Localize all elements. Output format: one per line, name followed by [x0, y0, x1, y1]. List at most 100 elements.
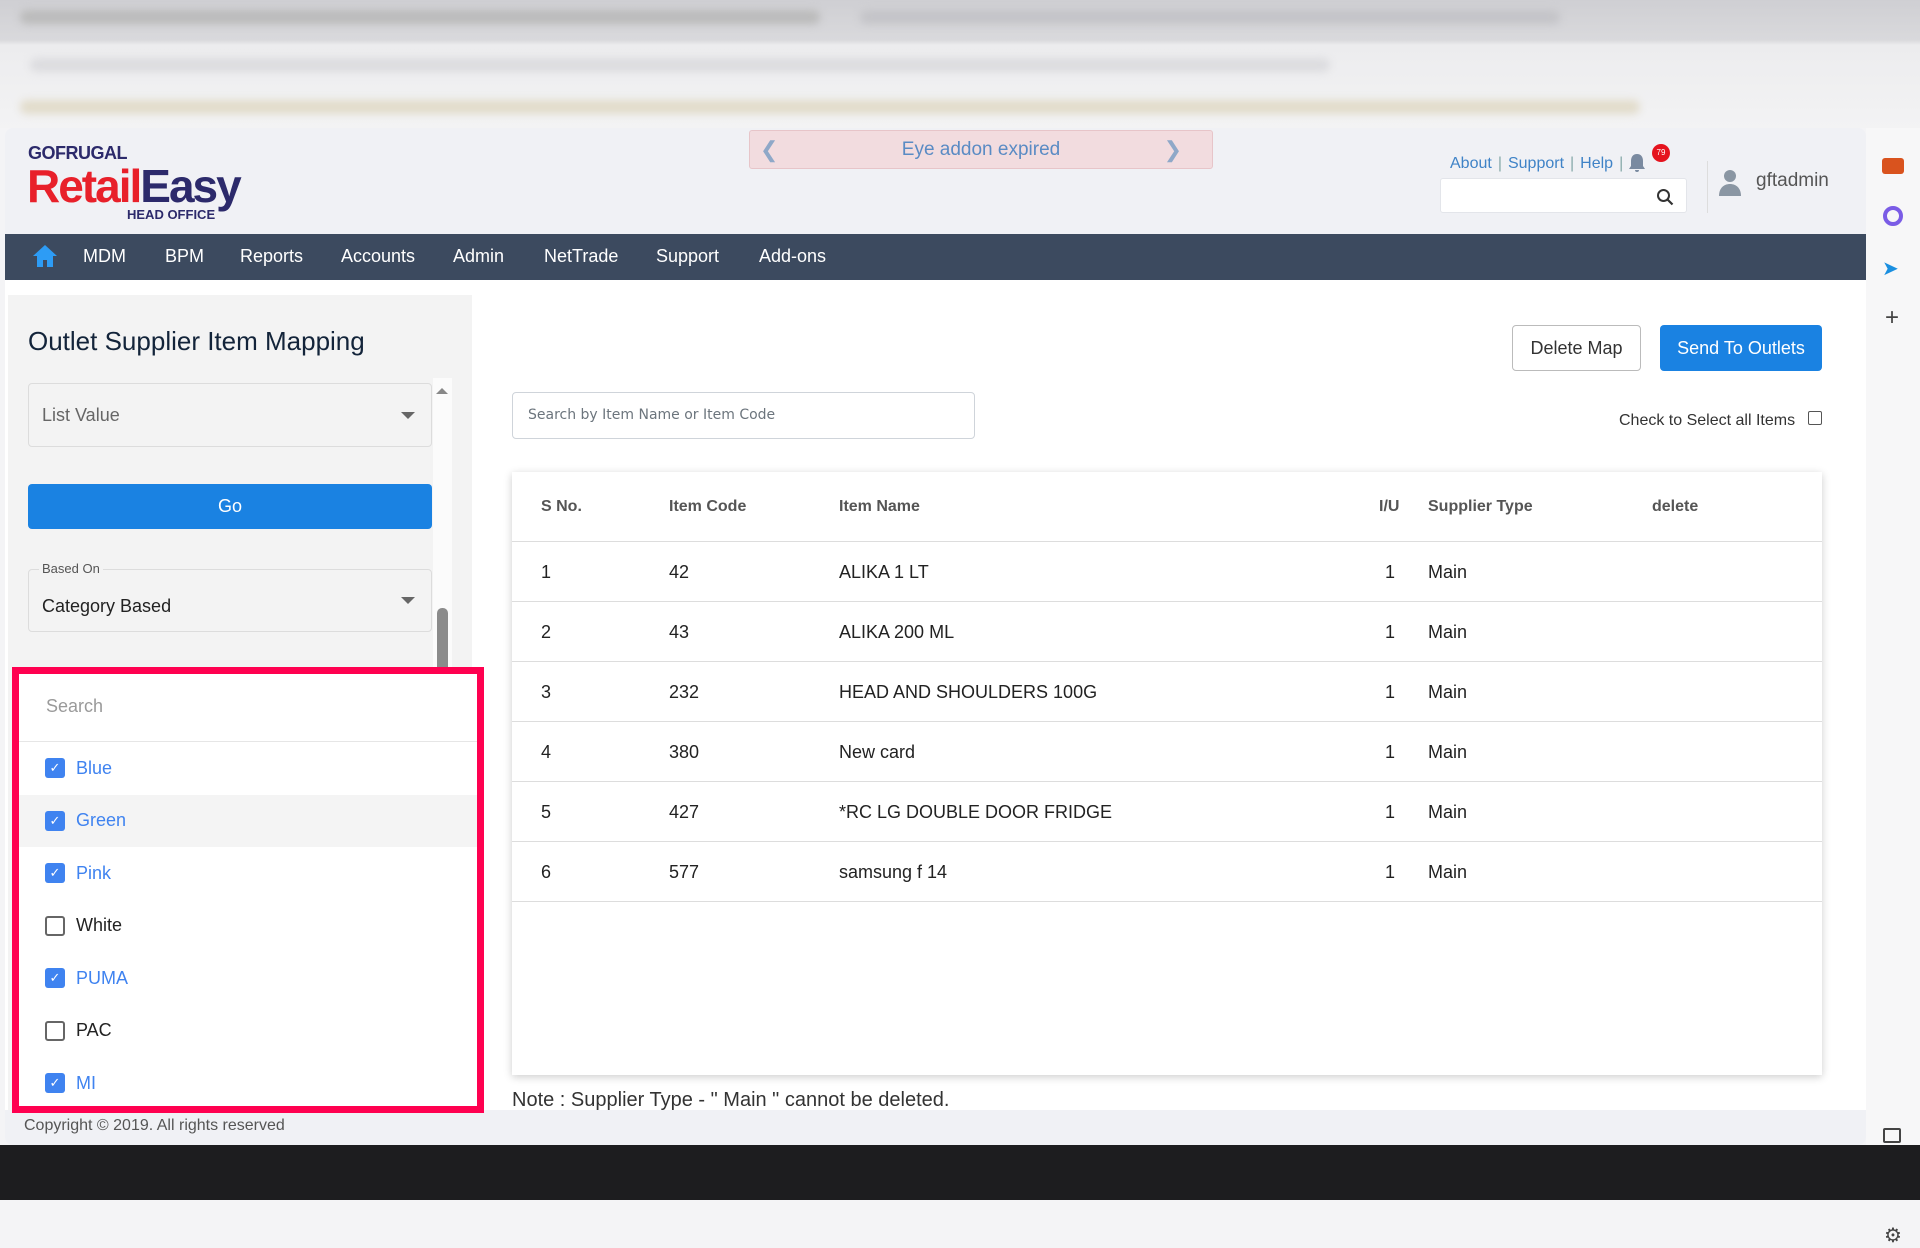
checkbox-unchecked[interactable]: [45, 915, 65, 936]
search-icon[interactable]: [1656, 188, 1674, 206]
table-cell: 380: [669, 742, 700, 762]
nav-bpm[interactable]: BPM: [165, 246, 205, 266]
list-value-text: List Value: [42, 405, 120, 425]
based-on-value: Category Based: [42, 596, 172, 616]
table-header: S No. Item Code Item Name I/U Supplier T…: [512, 472, 1822, 542]
username[interactable]: gftadmin: [1756, 170, 1829, 191]
table-cell: 6: [541, 862, 552, 882]
table-cell: HEAD AND SHOULDERS 100G: [839, 682, 1098, 702]
nav-reports[interactable]: Reports: [240, 246, 304, 266]
note-text: Note : Supplier Type - " Main " cannot b…: [512, 1089, 950, 1111]
banner-prev-icon[interactable]: ❮: [760, 137, 779, 162]
logo-retail: Retail: [27, 160, 142, 212]
checkbox-checked[interactable]: ✓: [45, 863, 65, 884]
nav-nettrade[interactable]: NetTrade: [544, 246, 619, 266]
panel-scrollbar[interactable]: [433, 378, 452, 678]
send-icon[interactable]: ➤: [1882, 258, 1899, 280]
delete-map-button[interactable]: Delete Map: [1512, 325, 1641, 371]
logo-easy: Easy: [140, 160, 241, 212]
chevron-down-icon: [401, 597, 415, 604]
scroll-thumb[interactable]: [437, 608, 448, 678]
about-link[interactable]: About: [1450, 155, 1492, 172]
checkbox-checked[interactable]: ✓: [45, 810, 65, 831]
send-to-outlets-button[interactable]: Send To Outlets: [1660, 325, 1822, 371]
toolbox-icon[interactable]: [1882, 158, 1904, 174]
settings-icon[interactable]: ⚙: [1884, 1225, 1902, 1247]
based-on-label: Based On: [39, 561, 103, 576]
table-cell: New card: [839, 742, 916, 762]
table-row[interactable]: 5 427 *RC LG DOUBLE DOOR FRIDGE 1 Main: [512, 782, 1822, 842]
table-cell: 1: [1385, 622, 1396, 642]
col-item-name: Item Name: [839, 498, 920, 515]
dropdown-option[interactable]: White: [19, 900, 477, 953]
add-icon[interactable]: +: [1885, 304, 1900, 331]
nav-support[interactable]: Support: [656, 246, 720, 266]
table-row[interactable]: 4 380 New card 1 Main: [512, 722, 1822, 782]
option-label: PUMA: [76, 967, 129, 988]
sidebar-toggle-icon[interactable]: [1883, 1128, 1901, 1143]
banner-next-icon[interactable]: ❯: [1163, 137, 1182, 162]
copilot-icon[interactable]: [1883, 206, 1903, 226]
table-cell: 1: [1385, 562, 1396, 582]
banner-text: Eye addon expired: [901, 139, 1061, 160]
option-label: Pink: [76, 862, 112, 883]
table-cell: ALIKA 200 ML: [839, 622, 955, 642]
table-cell: 1: [1385, 862, 1396, 882]
help-link[interactable]: Help: [1580, 155, 1614, 172]
checkbox-checked[interactable]: ✓: [45, 968, 65, 989]
table-cell: 43: [669, 622, 690, 642]
items-table: S No. Item Code Item Name I/U Supplier T…: [512, 472, 1822, 1075]
main-nav: MDM BPM Reports Accounts Admin NetTrade …: [5, 234, 1866, 280]
table-cell: samsung f 14: [839, 862, 948, 882]
list-value-select[interactable]: List Value: [28, 383, 432, 447]
nav-admin[interactable]: Admin: [453, 246, 505, 266]
table-row[interactable]: 6 577 samsung f 14 1 Main: [512, 842, 1822, 902]
option-label: Green: [76, 810, 127, 831]
dropdown-option[interactable]: PAC: [19, 1005, 477, 1058]
nav-accounts[interactable]: Accounts: [341, 246, 416, 266]
nav-addons[interactable]: Add-ons: [759, 246, 827, 266]
dropdown-option[interactable]: ✓ Pink: [19, 847, 477, 900]
table-row[interactable]: 2 43 ALIKA 200 ML 1 Main: [512, 602, 1822, 662]
home-icon[interactable]: [32, 244, 58, 268]
option-label: White: [76, 915, 123, 936]
col-iu: I/U: [1379, 498, 1400, 515]
user-avatar-icon[interactable]: [1718, 168, 1742, 198]
top-links: About | Support | Help |: [1450, 155, 1624, 172]
checkbox-checked[interactable]: ✓: [45, 758, 65, 779]
table-row[interactable]: 3 232 HEAD AND SHOULDERS 100G 1 Main: [512, 662, 1822, 722]
based-on-select[interactable]: Based On Category Based: [28, 561, 432, 632]
dropdown-option[interactable]: ✓ MI: [19, 1057, 477, 1110]
table-row[interactable]: 1 42 ALIKA 1 LT 1 Main: [512, 542, 1822, 602]
table-cell: 4: [541, 742, 552, 762]
go-button[interactable]: Go: [28, 484, 432, 529]
copyright: Copyright © 2019. All rights reserved: [24, 1117, 285, 1134]
dropdown-option[interactable]: ✓ PUMA: [19, 952, 477, 1005]
dropdown-option[interactable]: ✓ Green: [19, 794, 477, 847]
table-cell: Main: [1428, 862, 1468, 882]
browser-chrome-blurred: [0, 0, 1920, 128]
checkbox-unchecked[interactable]: [45, 1020, 65, 1041]
taskbar: [0, 1145, 1920, 1200]
table-cell: 1: [1385, 682, 1396, 702]
table-cell: 1: [1385, 742, 1396, 762]
dropdown-option[interactable]: ✓ Blue: [19, 742, 477, 795]
item-search-input[interactable]: Search by Item Name or Item Code: [512, 392, 975, 439]
scroll-up-icon[interactable]: [436, 388, 448, 394]
dropdown-search-input[interactable]: Search: [19, 674, 477, 742]
table-cell: Main: [1428, 682, 1468, 702]
table-cell: Main: [1428, 562, 1468, 582]
bell-icon[interactable]: [1628, 153, 1646, 173]
col-item-code: Item Code: [669, 498, 747, 515]
page-title: Outlet Supplier Item Mapping: [28, 326, 365, 356]
browser-sidebar: ➤ + ↗ ⚙: [1866, 128, 1920, 1247]
table-cell: ALIKA 1 LT: [839, 562, 929, 582]
option-label: Blue: [76, 757, 113, 778]
select-all-checkbox[interactable]: [1808, 411, 1822, 425]
nav-mdm[interactable]: MDM: [83, 246, 126, 266]
checkbox-checked[interactable]: ✓: [45, 1073, 65, 1094]
option-label: PAC: [76, 1020, 112, 1041]
support-link[interactable]: Support: [1507, 155, 1565, 172]
category-dropdown: Search ✓ Blue ✓ Green ✓ Pink White ✓ PUMA PAC ✓ MI: [12, 667, 484, 1113]
header-search-input[interactable]: [1440, 178, 1687, 213]
